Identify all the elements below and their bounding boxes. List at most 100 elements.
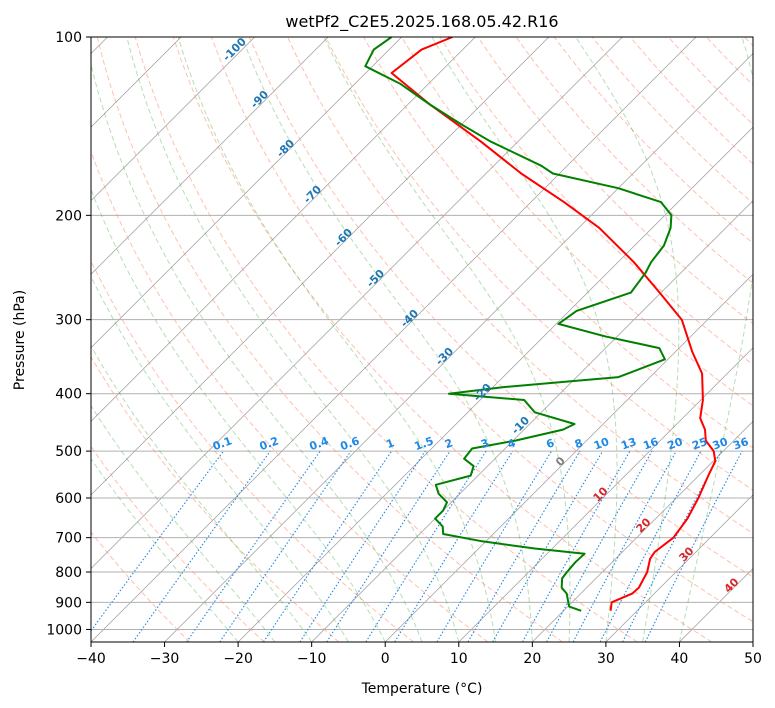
x-axis-title: Temperature (°C): [361, 681, 483, 697]
dry-adiabat: [96, 37, 563, 642]
dry-adiabat: [248, 37, 753, 578]
y-tick-label: 200: [55, 208, 82, 224]
x-tick-label: 30: [597, 651, 615, 667]
isotherm-lines: [91, 37, 753, 642]
x-tick-label: −40: [76, 651, 106, 667]
isotherm-line: [605, 494, 753, 642]
x-tick-label: 10: [450, 651, 468, 667]
mixing-ratio-label: 16: [641, 435, 660, 453]
x-tick-label: 0: [381, 651, 390, 667]
mixing-ratio-line: [572, 450, 677, 642]
moist-adiabat: [431, 37, 618, 642]
isotherm-label: -40: [398, 307, 421, 330]
x-tick-label: 20: [523, 651, 541, 667]
moist-adiabat: [91, 457, 239, 642]
mixing-ratio-label: 1.5: [413, 434, 436, 453]
mixing-ratio-line: [186, 450, 321, 642]
isotherm-label: -100: [220, 35, 249, 64]
x-tick-label: −10: [297, 651, 327, 667]
temperature-line: [390, 37, 717, 611]
y-tick-label: 1000: [46, 622, 82, 638]
dry-adiabat: [134, 37, 638, 642]
sounding-series: [364, 37, 717, 612]
isotherm-label: 10: [591, 484, 611, 504]
isotherm-label: 40: [722, 575, 742, 595]
dry-adiabat: [705, 37, 753, 86]
y-axis-ticks: 100 200 300 400 500 600 700 800 900 1000: [46, 30, 91, 638]
isotherm-label: -60: [332, 226, 355, 249]
mixing-ratio-line: [622, 450, 722, 642]
isotherm-line: [311, 200, 753, 642]
mixing-ratio-label: 2: [443, 436, 455, 451]
x-tick-label: −20: [223, 651, 253, 667]
mixing-ratio-label: 0.4: [308, 434, 331, 453]
x-tick-label: −30: [150, 651, 180, 667]
mixing-ratio-labels: 0.1 0.2 0.4 0.6 1 1.5 2 3 4 6 8 10 13 16 20 25 30 36: [211, 434, 751, 453]
isotherm-line: [91, 37, 403, 349]
moist-adiabat: [575, 37, 680, 642]
mixing-ratio-line: [326, 450, 451, 642]
mixing-ratio-label: 10: [592, 435, 611, 453]
mixing-ratio-line: [394, 450, 514, 642]
isotherm-label: 30: [677, 544, 697, 564]
mixing-ratio-label: 30: [711, 435, 730, 453]
isotherm-line: [164, 53, 753, 642]
mixing-ratio-line: [263, 450, 392, 642]
isotherm-line: [91, 37, 329, 275]
mixing-ratio-label: 4: [506, 436, 518, 451]
isotherm-line: [91, 37, 255, 202]
mixing-ratio-label: 6: [544, 436, 556, 451]
isotherm-line: [237, 126, 753, 642]
isotherm-label: 20: [634, 515, 654, 535]
mixing-ratio-line: [91, 450, 224, 632]
moist-adiabat: [177, 37, 497, 642]
dry-adiabat: [553, 37, 753, 244]
moist-adiabat: [678, 37, 753, 642]
mixing-ratio-label: 13: [619, 435, 638, 452]
dry-adiabat: [401, 37, 753, 407]
y-tick-label: 300: [55, 313, 82, 329]
isotherm-line: [384, 273, 753, 642]
mixing-ratio-line: [132, 450, 271, 642]
dry-adiabat: [172, 37, 713, 642]
dry-adiabat: [325, 37, 753, 491]
mixing-ratio-line: [299, 450, 426, 642]
moist-adiabat: [91, 188, 386, 642]
mixing-ratio-label: 25: [690, 435, 709, 452]
moist-adiabat: [241, 37, 533, 642]
y-tick-label: 400: [55, 387, 82, 403]
moist-adiabat: [323, 37, 571, 642]
moist-adiabat: [91, 275, 349, 642]
dry-adiabat: [210, 37, 753, 623]
isotherm-label: -90: [248, 88, 271, 111]
moist-adiabat: [126, 37, 460, 642]
dry-adiabat: [91, 356, 340, 642]
mixing-ratio-label: 0.2: [258, 434, 281, 453]
mixing-ratio-label: 8: [573, 436, 585, 451]
dry-adiabat: [91, 445, 265, 642]
isotherm-label: -50: [364, 267, 387, 290]
mixing-ratio-line: [219, 450, 352, 642]
isobar-gridlines: [91, 37, 753, 630]
y-tick-label: 800: [55, 565, 82, 581]
isotherm-label: -80: [274, 137, 297, 160]
chart-title: wetPf2_C2E5.2025.168.05.42.R16: [285, 12, 558, 32]
y-tick-label: 600: [55, 491, 82, 507]
moist-adiabat: [91, 345, 313, 642]
isotherm-label: -20: [471, 381, 494, 404]
isotherm-label: -10: [509, 414, 532, 437]
moist-adiabat: [91, 62, 423, 642]
isotherm-label: -30: [433, 345, 456, 368]
mixing-ratio-lines: [91, 450, 743, 642]
isotherm-line: [91, 37, 550, 496]
mixing-ratio-label: 20: [666, 435, 685, 453]
isotherm-line: [752, 641, 753, 642]
mixing-ratio-line: [365, 450, 487, 642]
isotherm-line: [91, 37, 476, 422]
isotherm-line: [91, 37, 623, 569]
mixing-ratio-label: 0.1: [211, 434, 234, 453]
mixing-ratio-line: [436, 450, 552, 642]
mixing-ratio-label: 36: [731, 435, 750, 453]
isotherm-line: [91, 37, 697, 642]
